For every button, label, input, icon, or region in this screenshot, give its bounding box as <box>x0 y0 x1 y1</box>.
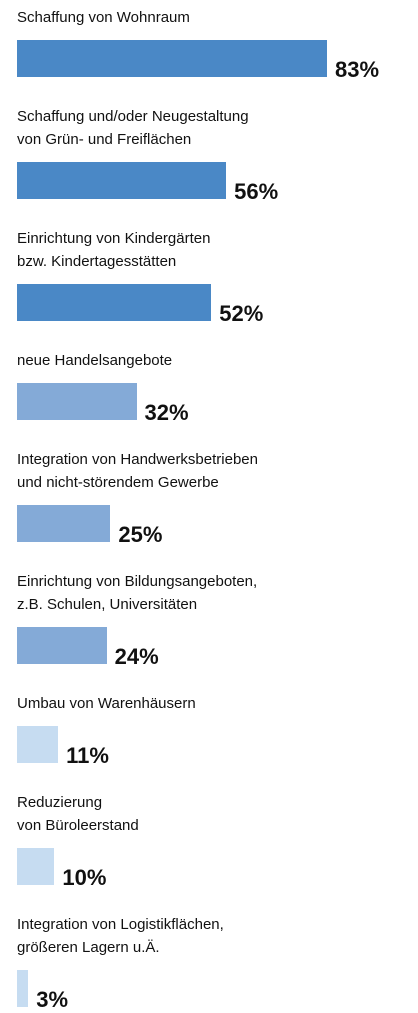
category-label: Einrichtung von Bildungsangeboten, z.B. … <box>17 573 258 613</box>
category-label: Schaffung von Wohnraum <box>17 9 190 26</box>
category-label: Integration von Logistikflächen, größere… <box>17 916 224 956</box>
value-label: 10% <box>62 865 107 890</box>
bar <box>17 627 107 664</box>
category-label: neue Handelsangebote <box>17 352 173 369</box>
bar <box>17 162 227 199</box>
value-label: 56% <box>234 179 279 204</box>
value-label: 3% <box>36 987 68 1012</box>
bar <box>17 848 55 885</box>
value-label: 32% <box>144 400 189 425</box>
category-label: Schaffung und/oder Neugestaltung von Grü… <box>17 108 249 148</box>
value-label: 83% <box>335 57 380 82</box>
bar <box>17 284 212 321</box>
category-label: Einrichtung von Kindergärten bzw. Kinder… <box>17 230 211 270</box>
bar <box>17 505 111 542</box>
category-label: Reduzierung von Büroleerstand <box>17 794 139 834</box>
category-label: Umbau von Warenhäusern <box>17 695 196 712</box>
bar <box>17 726 59 763</box>
bar <box>17 970 29 1007</box>
value-label: 25% <box>118 522 163 547</box>
value-label: 11% <box>66 743 109 768</box>
value-label: 24% <box>114 644 159 669</box>
bar <box>17 40 327 77</box>
category-label: Integration von Handwerksbetrieben und n… <box>17 451 258 491</box>
value-label: 52% <box>219 301 264 326</box>
bar <box>17 383 137 420</box>
